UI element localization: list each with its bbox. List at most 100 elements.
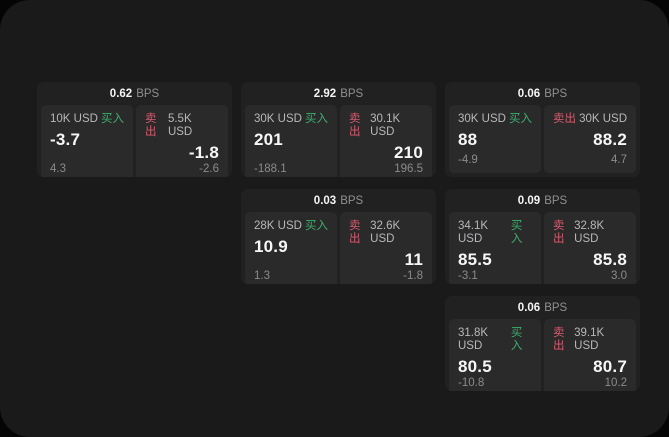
buy-notional-label: 28K USD [254, 220, 302, 232]
bps-unit-label: BPS [340, 87, 364, 100]
buy-tile-header: 34.1K USD 买入 [458, 220, 532, 246]
buy-tile[interactable]: 10K USD 买入 -3.7 4.3 [41, 105, 133, 177]
quote-card: 0.62 BPS 10K USD 买入 -3.7 4.3 卖出 5.5K USD [37, 82, 232, 177]
buy-delta-value: -188.1 [254, 163, 287, 175]
buy-price-value: 80.5 [458, 357, 492, 376]
sell-price-value: 85.8 [593, 250, 627, 269]
buy-tile-header: 30K USD 买入 [254, 113, 328, 126]
sell-tile[interactable]: 卖出 32.8K USD 85.8 3.0 [544, 212, 636, 284]
buy-side-label: 买入 [510, 327, 523, 352]
sell-side-label: 卖出 [553, 220, 565, 245]
card-header: 0.03 BPS [241, 189, 436, 212]
card-header: 0.62 BPS [37, 82, 232, 105]
buy-price-value: -3.7 [50, 130, 81, 149]
buy-side-label: 买入 [510, 220, 523, 245]
card-header: 2.92 BPS [241, 82, 436, 105]
sell-price-value: 88.2 [593, 130, 627, 149]
buy-price-value: 85.5 [458, 250, 492, 269]
bps-value: 0.09 [517, 194, 541, 207]
card-body: 30K USD 买入 88 -4.9 卖出 30K USD 88.2 4.7 [445, 105, 640, 177]
sell-side-label: 卖出 [553, 113, 576, 125]
sell-notional-label: 30K USD [579, 113, 627, 125]
sell-tile[interactable]: 卖出 30.1K USD 210 196.5 [340, 105, 432, 177]
bps-value: 0.03 [313, 194, 337, 207]
buy-side-label: 买入 [305, 113, 328, 125]
sell-tile[interactable]: 卖出 39.1K USD 80.7 10.2 [544, 319, 636, 391]
buy-tile[interactable]: 34.1K USD 买入 85.5 -3.1 [449, 212, 541, 284]
sell-price-value: 11 [404, 250, 423, 269]
sell-notional-label: 30.1K USD [370, 113, 401, 138]
sell-notional-label: 39.1K USD [574, 327, 605, 352]
sell-side-label: 卖出 [145, 113, 157, 138]
card-header: 0.06 BPS [445, 82, 640, 105]
buy-side-label: 买入 [509, 113, 532, 125]
card-body: 28K USD 买入 10.9 1.3 卖出 32.6K USD 11 -1.8 [241, 212, 436, 284]
bps-unit-label: BPS [544, 87, 568, 100]
buy-price-value: 201 [254, 130, 283, 149]
quote-card: 2.92 BPS 30K USD 买入 201 -188.1 卖出 30.1K … [241, 82, 436, 177]
sell-price-value: -1.8 [188, 143, 219, 162]
buy-delta-value: 1.3 [254, 270, 270, 282]
quote-card: 0.06 BPS 30K USD 买入 88 -4.9 卖出 30K USD [445, 82, 640, 177]
sell-delta-value: -1.8 [403, 270, 423, 282]
buy-notional-label: 34.1K USD [458, 220, 489, 245]
buy-delta-value: -4.9 [458, 154, 478, 166]
bps-value: 0.06 [517, 87, 541, 100]
sell-notional-label: 32.6K USD [370, 220, 401, 245]
sell-tile-header: 卖出 32.6K USD [349, 220, 423, 246]
buy-tile[interactable]: 30K USD 买入 88 -4.9 [449, 105, 541, 173]
sell-tile-header: 卖出 39.1K USD [553, 327, 627, 353]
sell-side-label: 卖出 [349, 220, 361, 245]
buy-notional-label: 30K USD [458, 113, 506, 125]
card-body: 31.8K USD 买入 80.5 -10.8 卖出 39.1K USD 80.… [445, 319, 640, 391]
buy-tile[interactable]: 31.8K USD 买入 80.5 -10.8 [449, 319, 541, 391]
sell-delta-value: 3.0 [611, 270, 627, 282]
buy-tile[interactable]: 28K USD 买入 10.9 1.3 [245, 212, 337, 284]
bps-unit-label: BPS [340, 194, 364, 207]
sell-tile-header: 卖出 32.8K USD [553, 220, 627, 246]
buy-price-value: 10.9 [254, 237, 288, 256]
sell-tile-header: 卖出 5.5K USD [145, 113, 219, 139]
buy-notional-label: 10K USD [50, 113, 98, 125]
sell-delta-value: 4.7 [611, 154, 627, 166]
bps-unit-label: BPS [544, 301, 568, 314]
quote-card: 0.03 BPS 28K USD 买入 10.9 1.3 卖出 32.6K US… [241, 189, 436, 284]
buy-tile-header: 31.8K USD 买入 [458, 327, 532, 353]
sell-price-value: 210 [394, 143, 423, 162]
bps-unit-label: BPS [136, 87, 160, 100]
buy-delta-value: -3.1 [458, 270, 478, 282]
sell-side-label: 卖出 [349, 113, 361, 138]
card-header: 0.09 BPS [445, 189, 640, 212]
buy-notional-label: 31.8K USD [458, 327, 489, 352]
buy-tile-header: 30K USD 买入 [458, 113, 532, 126]
sell-delta-value: 10.2 [604, 377, 627, 389]
bps-value: 0.06 [517, 301, 541, 314]
buy-delta-value: 4.3 [50, 163, 66, 175]
card-header: 0.06 BPS [445, 296, 640, 319]
quote-card: 0.09 BPS 34.1K USD 买入 85.5 -3.1 卖出 32.8K… [445, 189, 640, 284]
card-body: 30K USD 买入 201 -188.1 卖出 30.1K USD 210 1… [241, 105, 436, 177]
card-body: 10K USD 买入 -3.7 4.3 卖出 5.5K USD -1.8 -2.… [37, 105, 232, 177]
buy-side-label: 买入 [101, 113, 124, 125]
sell-tile-header: 卖出 30.1K USD [349, 113, 423, 139]
buy-tile[interactable]: 30K USD 买入 201 -188.1 [245, 105, 337, 177]
bps-value: 0.62 [109, 87, 133, 100]
buy-notional-label: 30K USD [254, 113, 302, 125]
buy-tile-header: 10K USD 买入 [50, 113, 124, 126]
bps-value: 2.92 [313, 87, 337, 100]
buy-price-value: 88 [458, 130, 478, 149]
sell-tile-header: 卖出 30K USD [553, 113, 627, 126]
bps-unit-label: BPS [544, 194, 568, 207]
sell-price-value: 80.7 [593, 357, 627, 376]
sell-tile[interactable]: 卖出 30K USD 88.2 4.7 [544, 105, 636, 173]
buy-delta-value: -10.8 [458, 377, 485, 389]
quote-card: 0.06 BPS 31.8K USD 买入 80.5 -10.8 卖出 39.1… [445, 296, 640, 391]
quote-card-grid: 0.62 BPS 10K USD 买入 -3.7 4.3 卖出 5.5K USD [37, 82, 640, 391]
buy-tile-header: 28K USD 买入 [254, 220, 328, 233]
sell-tile[interactable]: 卖出 5.5K USD -1.8 -2.6 [136, 105, 228, 177]
sell-notional-label: 32.8K USD [574, 220, 605, 245]
card-body: 34.1K USD 买入 85.5 -3.1 卖出 32.8K USD 85.8… [445, 212, 640, 284]
sell-tile[interactable]: 卖出 32.6K USD 11 -1.8 [340, 212, 432, 284]
sell-delta-value: -2.6 [199, 163, 219, 175]
